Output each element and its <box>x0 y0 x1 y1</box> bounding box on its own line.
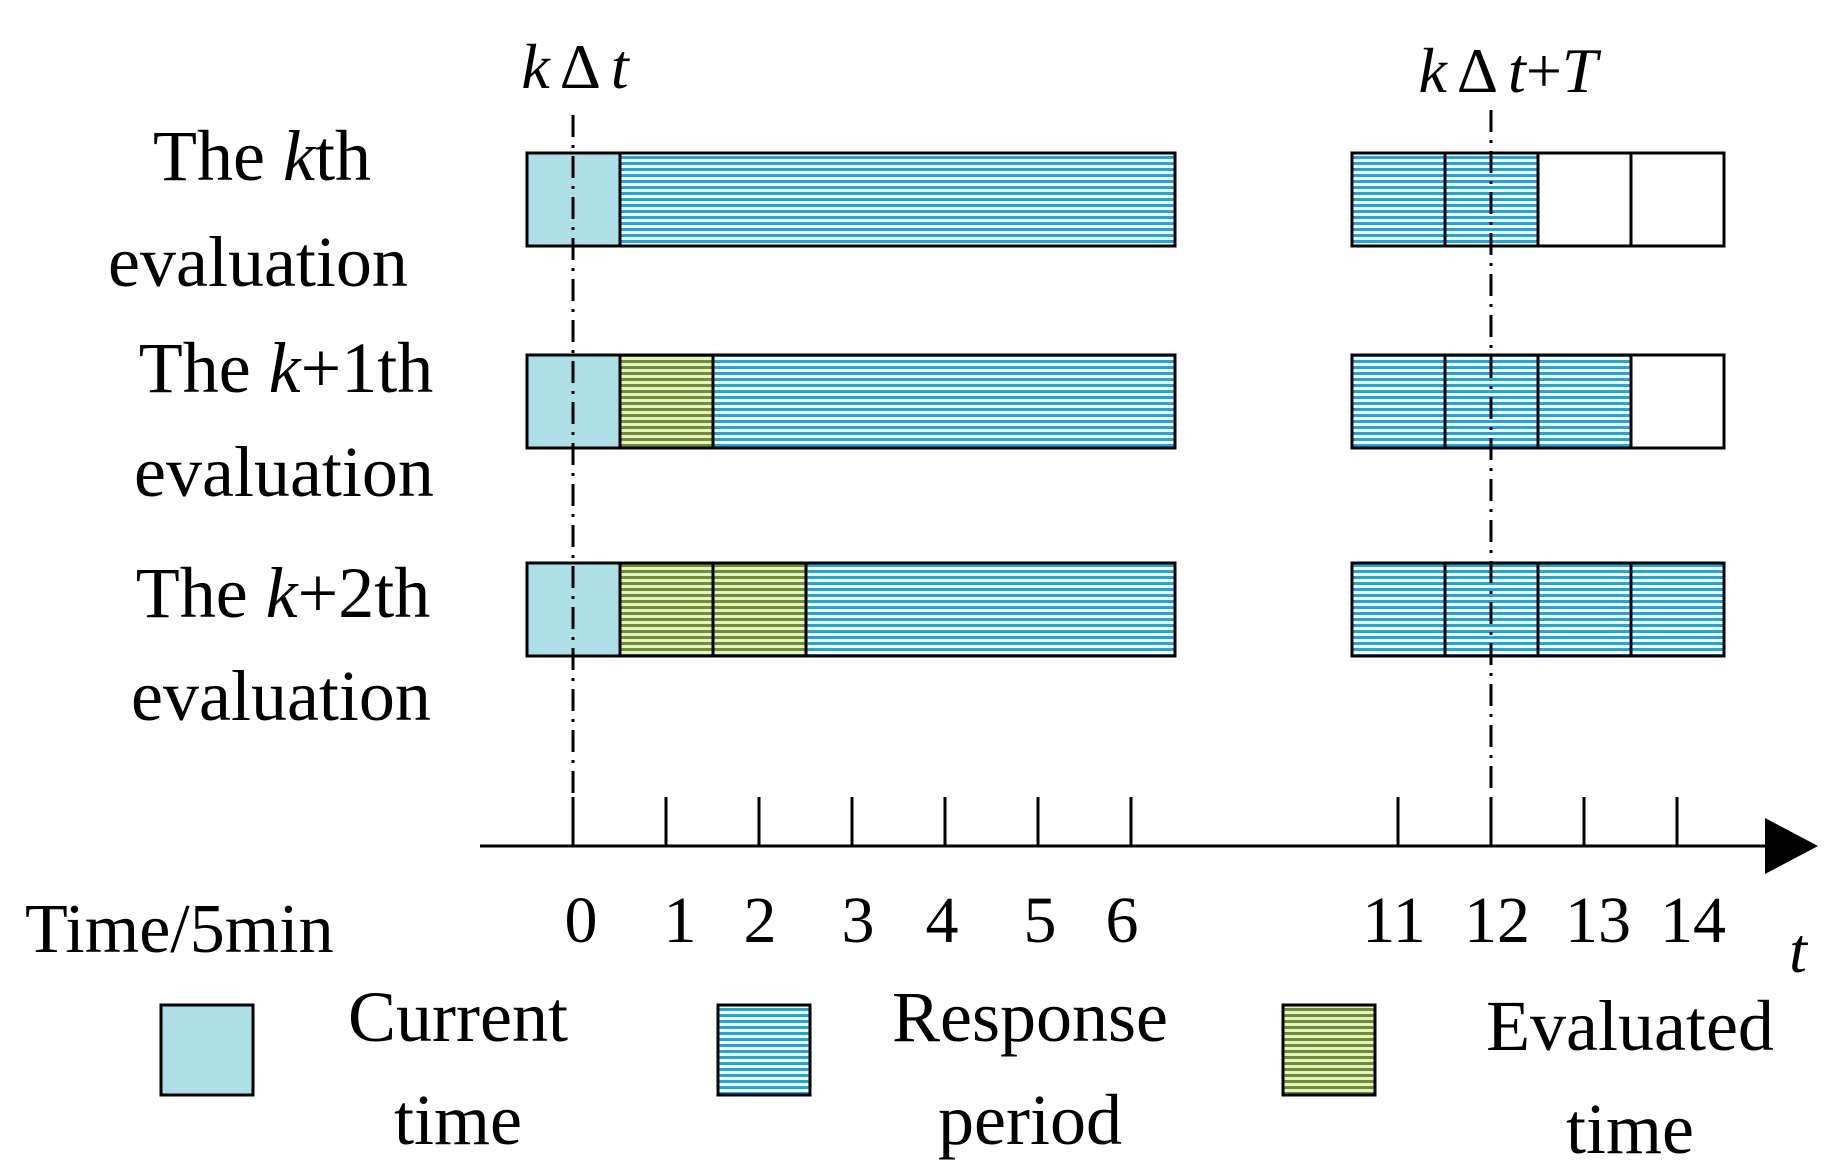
tick-label: 14 <box>1660 884 1726 957</box>
row-k2th-bar <box>525 561 1726 658</box>
seg-response <box>804 561 1177 658</box>
legend-label-current-line1: Current <box>348 977 568 1057</box>
axis-tick-labels: 0 1 2 3 4 5 6 11 12 13 14 <box>565 884 1727 957</box>
row-label-kth-evaluation: evaluation <box>108 222 408 302</box>
legend-swatch-evaluated <box>1281 1003 1377 1097</box>
legend: Current time Response period Evaluated t… <box>159 977 1774 1169</box>
seg-evaluated <box>618 561 715 658</box>
cell-14 <box>1629 353 1726 450</box>
tick-label: 2 <box>744 884 777 957</box>
cell-11 <box>1350 353 1447 450</box>
row-label-k1th-evaluation: evaluation <box>134 432 434 512</box>
cell-13 <box>1536 561 1633 658</box>
cell-14 <box>1629 151 1726 248</box>
cell-11 <box>1350 151 1447 248</box>
row-label-k2th: The k+2th <box>136 553 431 633</box>
row-label-kth: The kth <box>153 116 371 196</box>
legend-label-response-line1: Response <box>892 977 1168 1057</box>
tick-label: 11 <box>1362 884 1426 957</box>
seg-evaluated <box>618 353 715 450</box>
tick-label: 5 <box>1024 884 1057 957</box>
axis-variable-t: t <box>1789 915 1809 986</box>
tick-label: 1 <box>664 884 697 957</box>
legend-label-response-line2: period <box>938 1080 1122 1160</box>
seg-evaluated <box>711 561 808 658</box>
axis-arrow-icon <box>1765 818 1818 874</box>
cell-13 <box>1536 353 1633 450</box>
tick-label: 13 <box>1565 884 1631 957</box>
axis-unit-label: Time/5min <box>25 891 334 968</box>
legend-label-current-line2: time <box>394 1080 522 1160</box>
seg-response <box>711 353 1177 450</box>
legend-swatch-response <box>716 1003 812 1097</box>
tick-label: 4 <box>926 884 959 957</box>
axis-ticks <box>571 797 1679 846</box>
row-kth-bar <box>525 151 1726 248</box>
legend-evaluated-time: Evaluated time <box>1281 986 1774 1169</box>
row-k1th-bar <box>525 353 1726 450</box>
legend-current-time: Current time <box>159 977 568 1160</box>
tick-label: 6 <box>1106 884 1139 957</box>
legend-label-evaluated-line1: Evaluated <box>1486 986 1774 1066</box>
legend-response-period: Response period <box>716 977 1168 1160</box>
tick-label: 3 <box>842 884 875 957</box>
row-label-k1th: The k+1th <box>139 328 434 408</box>
cell-13 <box>1536 151 1633 248</box>
cell-14 <box>1629 561 1726 658</box>
legend-label-evaluated-line2: time <box>1566 1089 1694 1169</box>
legend-swatch-current <box>159 1003 255 1097</box>
row-label-k2th-evaluation: evaluation <box>131 656 431 736</box>
tick-label: 0 <box>565 884 598 957</box>
tick-label: 12 <box>1464 884 1530 957</box>
seg-response <box>618 151 1177 248</box>
cell-11 <box>1350 561 1447 658</box>
